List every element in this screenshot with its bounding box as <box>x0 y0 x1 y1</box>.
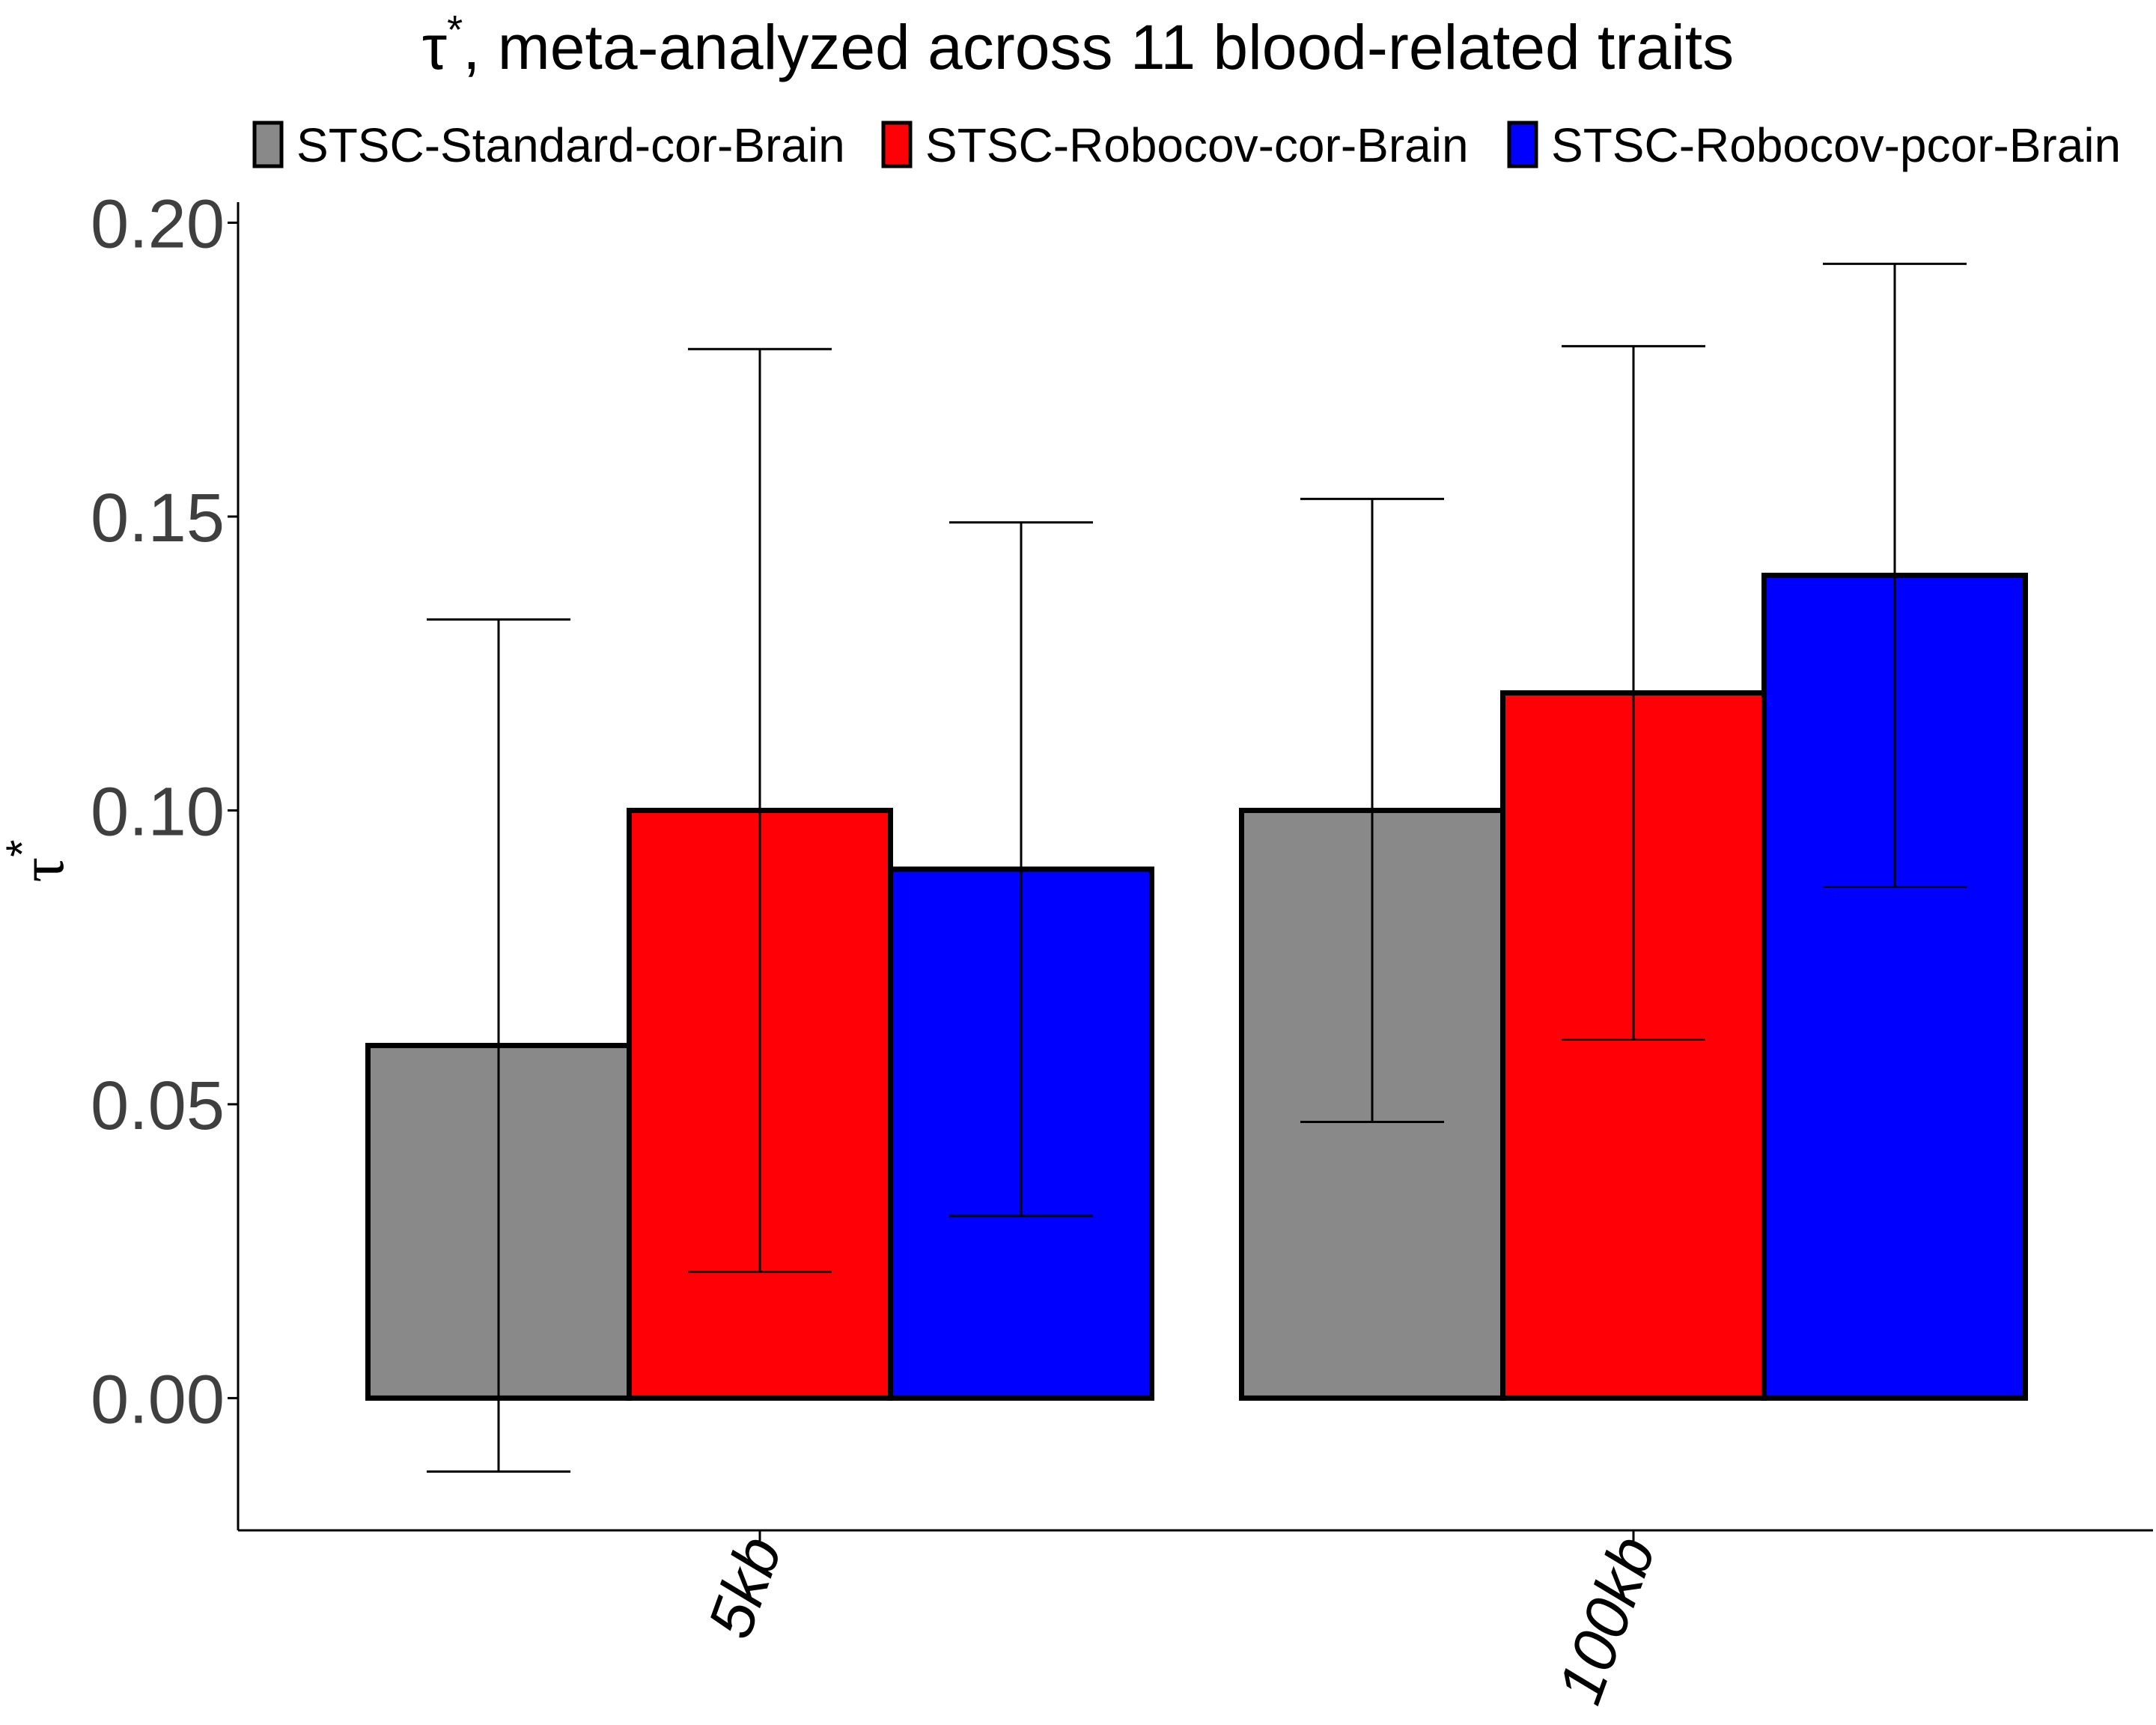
error-bar <box>1562 344 1705 1041</box>
y-tick-label: 0.20 <box>91 186 225 262</box>
y-axis: 0.00 0.05 0.10 0.15 0.20 <box>91 186 240 1530</box>
legend-swatch <box>252 121 284 168</box>
error-bar <box>949 521 1093 1217</box>
x-axis: 5kb 100kb <box>238 1527 2153 1712</box>
y-tick-label: 0.15 <box>91 480 225 556</box>
bars <box>365 572 2028 1401</box>
error-bar <box>1300 497 1444 1123</box>
error-bar <box>1823 262 1967 888</box>
legend-swatch <box>881 121 913 168</box>
chart-title: τ*, meta-analyzed across 11 blood-relate… <box>422 7 1734 82</box>
error-bar <box>688 347 832 1274</box>
y-tick-label: 0.05 <box>91 1068 225 1144</box>
y-tick-label: 0.10 <box>91 773 225 850</box>
chart-title-text: τ*, meta-analyzed across 11 blood-relate… <box>422 7 1734 82</box>
legend-label: STSC-Robocov-cor-Brain <box>925 118 1469 172</box>
legend-item: STSC-Robocov-cor-Brain <box>881 118 1469 172</box>
x-tick-label: 100kb <box>1544 1527 1669 1712</box>
legend-item: STSC-Robocov-pcor-Brain <box>1507 118 2121 172</box>
y-axis-label: τ* <box>0 839 77 882</box>
x-tick-label: 5kb <box>694 1527 795 1646</box>
legend-label: STSC-Standard-cor-Brain <box>296 118 845 172</box>
y-tick-label: 0.00 <box>91 1361 225 1438</box>
legend-item: STSC-Standard-cor-Brain <box>252 118 845 172</box>
error-bar <box>427 618 570 1473</box>
legend: STSC-Standard-cor-Brain STSC-Robocov-cor-… <box>252 118 2121 172</box>
y-axis-label-text: τ* <box>0 839 77 882</box>
error-bars <box>427 262 1967 1473</box>
legend-label: STSC-Robocov-pcor-Brain <box>1551 118 2121 172</box>
legend-swatch <box>1507 121 1538 168</box>
